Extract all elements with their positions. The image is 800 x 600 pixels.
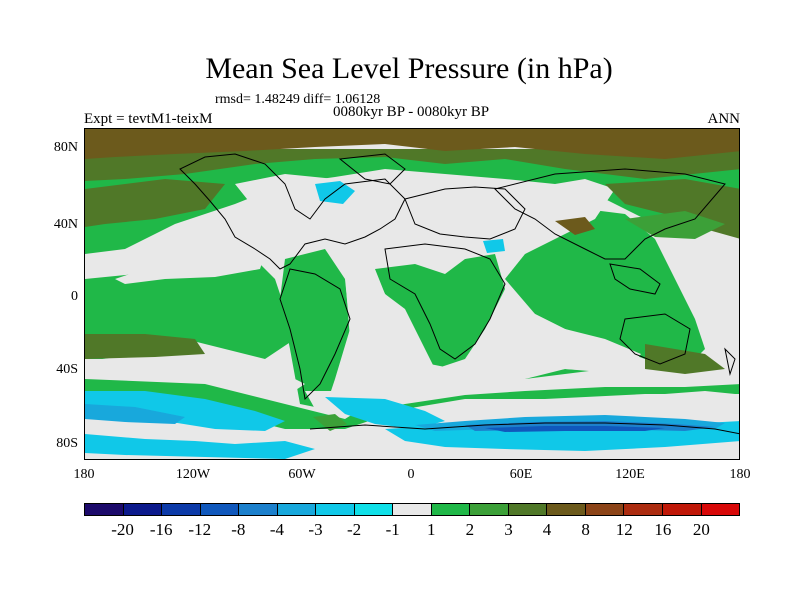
experiment-label: Expt = tevtM1-teixM [84, 111, 213, 127]
colorbar-swatch [277, 504, 317, 515]
lat-tick-label: 40S [56, 362, 78, 377]
colorbar-tick-label: -8 [231, 520, 246, 539]
colorbar-tick-label: 12 [615, 520, 633, 539]
colorbar-tick-label: -16 [149, 520, 173, 539]
colorbar-swatch [316, 504, 355, 515]
coastlines [179, 153, 739, 435]
pressure-map [84, 128, 740, 460]
stats-label: rmsd= 1.48249 diff= 1.06128 [215, 92, 381, 107]
colorbar-tick-label: -1 [385, 520, 400, 539]
colorbar-tick-label: 2 [465, 520, 475, 539]
colorbar-swatch [200, 504, 240, 515]
colorbar-tick-label: -2 [347, 520, 362, 539]
colorbar-tick-label: 8 [581, 520, 590, 539]
lon-tick-label: 0 [407, 467, 415, 482]
period-subtitle: 0080kyr BP - 0080kyr BP [332, 104, 490, 120]
colorbar-swatch [624, 504, 663, 515]
colorbar-swatch [701, 504, 740, 515]
colorbar-tick-label: 1 [427, 520, 436, 539]
colorbar-swatch [393, 504, 432, 515]
colorbar-tick-label: 4 [542, 520, 552, 539]
colorbar [84, 503, 740, 516]
colorbar-swatch [547, 504, 586, 515]
pressure-anomaly-pos4 [85, 149, 739, 374]
colorbar-tick-label: 20 [692, 520, 710, 539]
colorbar-swatch [162, 504, 201, 515]
colorbar-swatch [508, 504, 548, 515]
colorbar-swatch [123, 504, 163, 515]
colorbar-swatch [431, 504, 471, 515]
colorbar-tick-label: 16 [654, 520, 672, 539]
lat-tick-label: 80N [53, 140, 78, 155]
lon-tick-label: 120E [615, 467, 645, 482]
lat-tick-label: 40N [53, 217, 78, 232]
pressure-anomaly-pos8 [85, 129, 739, 235]
colorbar-swatch [239, 504, 278, 515]
lon-tick-label: 180 [73, 467, 95, 482]
lon-tick-label: 120W [175, 467, 211, 482]
lon-tick-label: 60W [288, 467, 316, 482]
colorbar-swatch [585, 504, 625, 515]
pressure-map-canvas [85, 129, 739, 459]
colorbar-tick-label: -12 [188, 520, 212, 539]
lon-tick-label: 180 [729, 467, 751, 482]
colorbar-tick-label: -3 [308, 520, 323, 539]
season-label: ANN [707, 111, 741, 127]
colorbar-tick-label: -4 [269, 520, 285, 539]
lat-tick-label: 0 [71, 289, 78, 304]
colorbar-swatch [470, 504, 509, 515]
colorbar-swatch [354, 504, 394, 515]
lon-tick-label: 60E [509, 467, 533, 482]
lat-tick-label: 80S [56, 436, 78, 451]
colorbar-tick-label: 3 [504, 520, 513, 539]
pressure-anomaly-neg8 [485, 426, 665, 432]
colorbar-swatch [662, 504, 702, 515]
colorbar-swatch [85, 504, 124, 515]
map-title: Mean Sea Level Pressure (in hPa) [205, 52, 613, 85]
colorbar-tick-label: -20 [111, 520, 134, 539]
